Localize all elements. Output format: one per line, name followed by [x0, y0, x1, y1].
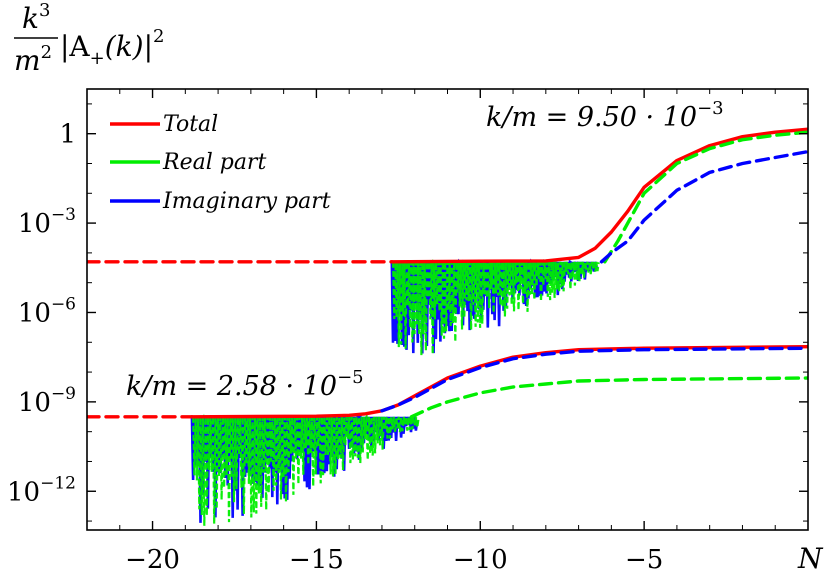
- oscillation-band-0: [390, 258, 600, 356]
- series-line-2: [603, 130, 808, 264]
- y-axis-label: k3 m2 |A+(k)|2: [14, 0, 164, 77]
- series-line-1: [390, 127, 808, 264]
- series-line-7: [380, 346, 808, 413]
- x-tick-label-3: −5: [625, 545, 663, 575]
- oscillation-real-0: [392, 258, 600, 356]
- annotation-upper-curve: k/m = 9.50 · 10−3: [486, 98, 724, 133]
- x-tick-label-0: −20: [125, 545, 180, 575]
- axis-ticks: −20 −15 −10 −5 1 10−3 10−6 10−9 10−12: [7, 89, 808, 575]
- legend: Total Real part Imaginary part: [110, 112, 331, 214]
- y-tick-label-2: 10−6: [18, 294, 76, 328]
- y-tick-label-0: 1: [59, 120, 76, 150]
- series-line-6: [409, 376, 808, 419]
- y-label-numerator: k3: [22, 0, 50, 35]
- x-tick-label-1: −15: [289, 545, 344, 575]
- legend-entry-imaginary: Imaginary part: [110, 189, 331, 214]
- legend-label-total: Total: [163, 112, 218, 137]
- x-axis-label: N: [797, 542, 824, 575]
- legend-entry-total: Total: [110, 112, 218, 137]
- y-label-denominator: m2: [14, 42, 52, 77]
- series-line-3: [599, 149, 808, 264]
- y-tick-label-4: 10−12: [7, 473, 76, 507]
- legend-label-real: Real part: [162, 150, 266, 175]
- plot-area: [87, 127, 808, 526]
- annotation-lower-curve: k/m = 2.58 · 10−5: [126, 367, 364, 402]
- legend-label-imaginary: Imaginary part: [162, 189, 331, 214]
- x-tick-label-2: −10: [453, 545, 508, 575]
- oscillation-band-1: [190, 412, 420, 526]
- y-tick-label-1: 10−3: [18, 205, 76, 239]
- y-label-expression: |A+(k)|2: [60, 26, 164, 69]
- legend-entry-real: Real part: [110, 150, 266, 175]
- y-tick-label-3: 10−9: [18, 384, 76, 418]
- oscillation-real-1: [192, 412, 420, 526]
